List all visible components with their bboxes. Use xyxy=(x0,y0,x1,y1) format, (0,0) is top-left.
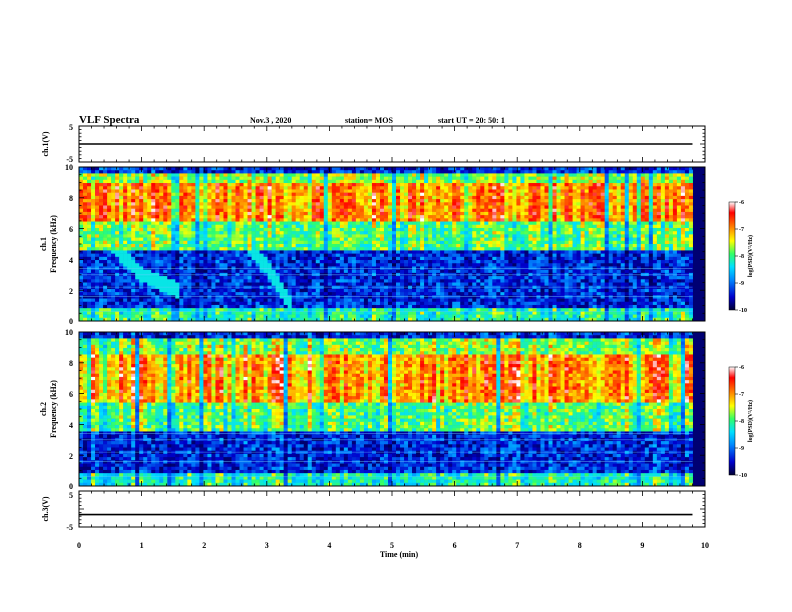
ch1-ytick-6: 6 xyxy=(69,225,73,234)
colorbar-tick-label: -7 xyxy=(739,227,744,233)
ch2-label-bottom: Frequency (kHz) xyxy=(49,380,58,438)
colorbar-ch1-label: log(PSD)(V²/Hz) xyxy=(747,235,754,277)
ch1-ytick-0: 0 xyxy=(69,317,73,326)
axis-ticks xyxy=(78,125,706,528)
x-tick-label: 1 xyxy=(140,541,144,550)
x-tick-label: 6 xyxy=(453,541,457,550)
ch3v-axis-label: ch.3(V) xyxy=(41,496,50,521)
x-tick-label: 5 xyxy=(390,541,394,550)
ch2-ytick-2: 2 xyxy=(69,452,73,461)
x-tick-label: 0 xyxy=(77,541,81,550)
x-tick-label: 10 xyxy=(701,541,709,550)
ch1-ytick-8: 8 xyxy=(69,194,73,203)
ch1-ytick-2: 2 xyxy=(69,287,73,296)
x-tick-label: 8 xyxy=(578,541,582,550)
colorbar-tick-label: -10 xyxy=(739,473,747,479)
date-label: Nov.3 , 2020 xyxy=(250,116,291,125)
ch2-ytick-10: 10 xyxy=(65,328,73,337)
colorbar-tick-label: -8 xyxy=(739,419,744,425)
ch1v-tick-bottom: -5 xyxy=(66,155,73,164)
figure-title: VLF Spectra xyxy=(79,114,140,126)
colorbar-ch1: -6 -7 -8 -9 -10 log(PSD)(V²/Hz) xyxy=(728,200,754,314)
ch1v-tick-top: 5 xyxy=(69,123,73,132)
ch2-ytick-4: 4 xyxy=(69,421,73,430)
x-tick-label: 2 xyxy=(202,541,206,550)
ch1-ytick-4: 4 xyxy=(69,256,73,265)
ch1-spectrogram xyxy=(79,167,705,321)
ch1v-panel: 5 -5 ch.1(V) xyxy=(41,123,706,164)
ch3v-panel: 5 -5 ch.3(V) xyxy=(41,490,706,532)
station-label: station= MOS xyxy=(345,116,393,125)
colorbar-tick-label: -7 xyxy=(739,392,744,398)
x-tick-label: 9 xyxy=(640,541,644,550)
ch1-spectrogram-panel: 10 8 6 4 2 0 ch.1 Frequency (kHz) xyxy=(39,163,706,326)
x-tick-label: 3 xyxy=(265,541,269,550)
ch2-ytick-8: 8 xyxy=(69,359,73,368)
ch2-ytick-6: 6 xyxy=(69,390,73,399)
ch3v-tick-top: 5 xyxy=(69,491,73,500)
x-axis-label: Time (min) xyxy=(380,550,419,559)
colorbar-ch2: -6 -7 -8 -9 -10 log(PSD)(V²/Hz) xyxy=(728,365,754,479)
x-tick-labels: 0 1 2 3 4 5 6 7 8 9 10 xyxy=(77,541,709,550)
colorbar-tick-label: -6 xyxy=(739,200,744,206)
ch1-ytick-10: 10 xyxy=(65,163,73,172)
ch2-ytick-0: 0 xyxy=(69,482,73,491)
x-tick-label: 4 xyxy=(327,541,331,550)
ch1-label-top: ch.1 xyxy=(39,237,48,251)
ch2-label-top: ch.2 xyxy=(39,402,48,416)
ch1-label-bottom: Frequency (kHz) xyxy=(49,215,58,273)
ch2-spectrogram-panel: 10 8 6 4 2 0 ch.2 Frequency (kHz) xyxy=(39,328,706,491)
colorbar-tick-label: -9 xyxy=(739,281,744,287)
x-tick-label: 7 xyxy=(515,541,519,550)
ch3v-tick-bottom: -5 xyxy=(66,523,73,532)
colorbar-ch2-label: log(PSD)(V²/Hz) xyxy=(747,400,754,442)
colorbar-tick-label: -8 xyxy=(739,254,744,260)
ch1v-axis-label: ch.1(V) xyxy=(41,131,50,156)
ch2-spectrogram xyxy=(79,332,705,486)
colorbar-tick-label: -9 xyxy=(739,446,744,452)
start-ut-label: start UT = 20: 50: 1 xyxy=(438,116,505,125)
colorbar-tick-label: -6 xyxy=(739,365,744,371)
colorbar-tick-label: -10 xyxy=(739,308,747,314)
